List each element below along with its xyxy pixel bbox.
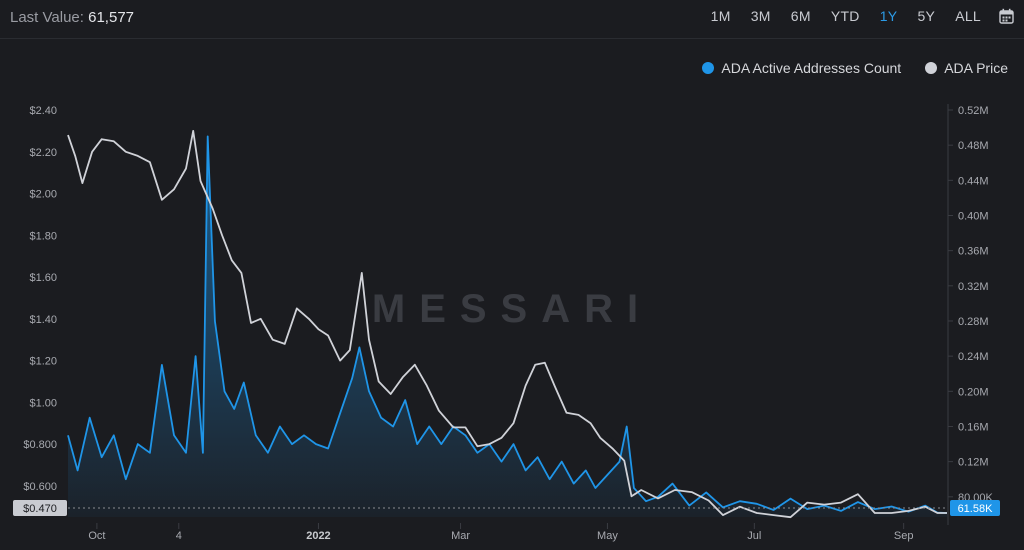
left-axis-tick-label: $1.20 (29, 356, 57, 368)
range-3m-button[interactable]: 3M (750, 8, 771, 24)
legend-item-price[interactable]: ADA Price (925, 60, 1008, 76)
left-axis-tick-label: $1.00 (29, 397, 57, 409)
legend-dot-active-addresses (702, 62, 715, 74)
watermark-text: MESSARI (372, 287, 652, 331)
left-axis-tick-label: $2.40 (29, 105, 57, 117)
last-value-readout: Last Value: 61,577 (10, 9, 134, 26)
last-count-badge (950, 500, 1000, 516)
last-value-number: 61,577 (88, 9, 135, 26)
right-axis-tick-label: 0.20M (958, 386, 989, 398)
right-axis-tick-label: 0.24M (958, 351, 989, 363)
last-count-badge-label: 61.58K (958, 503, 994, 515)
x-axis-tick-label: Sep (894, 530, 914, 542)
right-axis-tick-label: 0.28M (958, 316, 989, 328)
chart-toolbar: Last Value: 61,577 1M 3M 6M YTD 1Y 5Y AL… (0, 0, 1024, 39)
range-all-button[interactable]: ALL (955, 8, 981, 24)
left-axis-tick-label: $2.00 (29, 189, 57, 201)
right-axis-tick-label: 0.32M (958, 281, 989, 293)
range-1y-button[interactable]: 1Y (879, 8, 898, 24)
x-axis-tick-label: Oct (88, 530, 105, 542)
right-axis-tick-label: 0.52M (958, 105, 989, 117)
last-price-badge-label: $0.470 (23, 503, 57, 515)
x-axis-tick-label: Mar (451, 530, 470, 542)
right-axis-tick-label: 0.44M (958, 175, 989, 187)
right-axis-tick-label: 0.40M (958, 210, 989, 222)
x-axis-tick-label: 4 (176, 530, 182, 542)
x-axis-tick-label: May (597, 530, 618, 542)
legend-item-active-addresses[interactable]: ADA Active Addresses Count (702, 60, 901, 76)
left-axis-tick-label: $0.600 (23, 481, 57, 493)
x-axis-tick-label: Jul (747, 530, 761, 542)
calendar-icon[interactable] (999, 8, 1014, 24)
left-axis-tick-label: $1.80 (29, 230, 57, 242)
active-addresses-area (68, 136, 947, 517)
last-price-badge (13, 500, 67, 516)
price-line (67, 129, 947, 519)
right-axis-tick-label: 0.12M (958, 457, 989, 469)
legend-label-active-addresses: ADA Active Addresses Count (721, 60, 902, 76)
range-6m-button[interactable]: 6M (790, 8, 811, 24)
left-axis-tick-label: $1.60 (29, 272, 57, 284)
legend-label-price: ADA Price (944, 60, 1008, 76)
range-5y-button[interactable]: 5Y (917, 8, 936, 24)
range-1m-button[interactable]: 1M (710, 8, 731, 24)
last-value-label: Last Value: (10, 9, 84, 26)
left-axis-tick-label: $2.20 (29, 147, 57, 159)
x-axis-tick-label: 2022 (306, 530, 330, 542)
left-axis-tick-label: $1.40 (29, 314, 57, 326)
left-axis-tick-label: $0.800 (23, 439, 57, 451)
right-axis-tick-label: 0.48M (958, 140, 989, 152)
chart-legend: ADA Active Addresses Count ADA Price (678, 60, 1008, 76)
range-ytd-button[interactable]: YTD (830, 8, 860, 24)
right-axis-tick-label: 0.16M (958, 421, 989, 433)
right-axis-tick-label: 0.36M (958, 246, 989, 258)
legend-dot-price (925, 62, 938, 74)
range-selector: 1M 3M 6M YTD 1Y 5Y ALL (691, 8, 1014, 24)
